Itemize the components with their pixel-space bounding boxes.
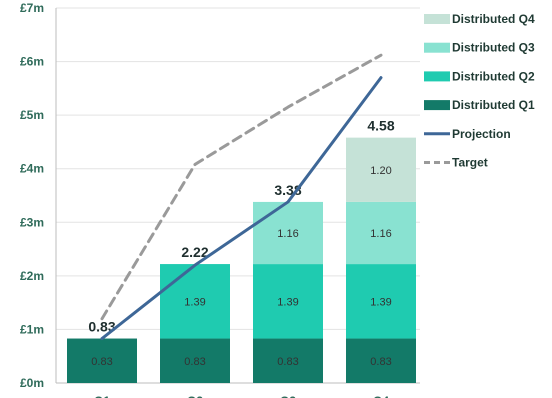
bar-segment: [67, 338, 137, 383]
bar-segment-label: 1.20: [370, 165, 391, 177]
x-tick-label: Q3: [280, 394, 296, 398]
legend-swatch: [424, 14, 450, 24]
legend-swatch: [424, 100, 450, 111]
bar-segment-label: 1.39: [277, 296, 298, 308]
x-tick-label: Q1: [94, 394, 110, 398]
legend-label: Distributed Q1: [452, 98, 535, 112]
bar-total-label: 4.58: [367, 118, 394, 134]
bar-segment-label: 1.39: [184, 296, 205, 308]
legend-label: Target: [452, 156, 488, 170]
legend-swatch: [424, 71, 450, 82]
y-tick-label: £1m: [20, 322, 44, 336]
y-tick-label: £2m: [20, 269, 44, 283]
bar-segment-label: 1.16: [277, 228, 298, 240]
bar-segment: [253, 338, 323, 383]
bar-segment-label: 1.39: [370, 296, 391, 308]
legend-label: Distributed Q3: [452, 41, 535, 55]
bar-segment: [346, 137, 416, 202]
bar-segment-label: 0.83: [184, 356, 205, 368]
y-tick-label: £0m: [20, 376, 44, 390]
y-tick-label: £3m: [20, 215, 44, 229]
bar-segment: [253, 201, 323, 265]
target-line: [100, 53, 383, 321]
bar-segment: [346, 264, 416, 339]
y-tick-label: £7m: [20, 1, 44, 15]
bar-segment: [346, 338, 416, 383]
bar-segment-label: 0.83: [277, 356, 298, 368]
x-tick-label: Q2: [187, 394, 203, 398]
bar-segment: [160, 264, 230, 339]
bar-segment: [253, 264, 323, 339]
bar-segment-label: 1.16: [370, 228, 391, 240]
bar-total-label: 0.83: [88, 319, 115, 335]
y-tick-label: £5m: [20, 108, 44, 122]
bar-segment-label: 0.83: [370, 356, 391, 368]
bar-segment: [346, 201, 416, 265]
y-tick-label: £6m: [20, 55, 44, 69]
projection-line: [100, 76, 383, 341]
legend-label: Distributed Q4: [452, 12, 535, 26]
x-tick-label: Q4: [373, 394, 389, 398]
bar-segment-label: 0.83: [91, 356, 112, 368]
legend-label: Projection: [452, 127, 511, 141]
bar-total-label: 2.22: [181, 244, 208, 260]
legend-label: Distributed Q2: [452, 69, 535, 83]
bar-segment: [160, 338, 230, 383]
y-tick-label: £4m: [20, 162, 44, 176]
legend-swatch: [424, 42, 450, 53]
